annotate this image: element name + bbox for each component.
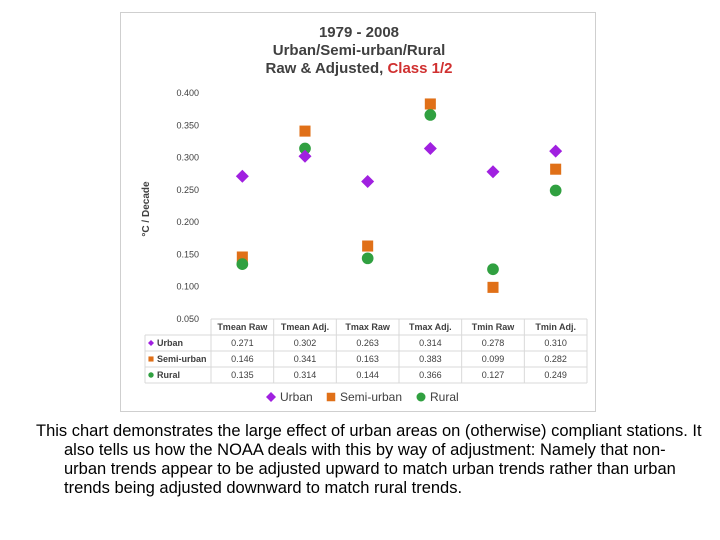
table-cell-value: 0.341	[294, 354, 317, 364]
data-point-semi-urban	[487, 281, 499, 293]
chart-title-line-2: Urban/Semi-urban/Rural	[273, 42, 446, 59]
table-row-label: Semi-urban	[157, 354, 207, 364]
table-cell-value: 0.144	[356, 370, 379, 380]
table-cell-value: 0.127	[482, 370, 505, 380]
table-cell-value: 0.163	[356, 354, 379, 364]
data-point-semi-urban	[550, 163, 562, 175]
category-header: Tmax Adj.	[409, 322, 452, 332]
chart-frame: 1979 - 2008 Urban/Semi-urban/Rural Raw &…	[120, 12, 596, 412]
category-header: Tmin Raw	[472, 322, 516, 332]
data-point-urban	[549, 144, 563, 158]
table-row-marker	[148, 356, 154, 362]
chart-title-line-1: 1979 - 2008	[319, 24, 399, 41]
data-markers	[235, 98, 563, 293]
y-tick-label: 0.350	[176, 120, 199, 130]
legend-label: Semi-urban	[340, 390, 402, 404]
data-table-headers: Tmean Raw Tmean Adj. Tmax Raw Tmax Adj. Tmin…	[217, 322, 576, 332]
chart-caption: This chart demonstrates the large effect…	[36, 422, 702, 497]
chart-legend: Urban Semi-urban Rural	[266, 390, 459, 404]
data-point-urban	[361, 174, 375, 188]
data-point-rural	[549, 184, 562, 197]
table-cell-value: 0.271	[231, 338, 254, 348]
data-point-rural	[299, 142, 311, 155]
category-header: Tmax Raw	[345, 322, 391, 332]
table-cell-value: 0.314	[294, 370, 317, 380]
data-table-rows: Urban 0.271 0.302 0.263 0.314 0.278 0.310 Semi-…	[148, 338, 567, 380]
legend-marker	[326, 392, 336, 402]
table-row-marker	[148, 372, 154, 378]
table-cell-value: 0.099	[482, 354, 505, 364]
data-point-rural	[236, 258, 249, 270]
scatter-chart: 1979 - 2008 Urban/Semi-urban/Rural Raw &…	[141, 24, 588, 404]
chart-title-line-3-prefix: Raw & Adjusted,	[265, 60, 387, 77]
legend-marker	[416, 392, 426, 402]
table-cell-value: 0.135	[231, 370, 254, 380]
table-cell-value: 0.310	[544, 338, 567, 348]
category-header: Tmean Adj.	[281, 322, 329, 332]
table-cell-value: 0.383	[419, 354, 442, 364]
y-tick-label: 0.150	[176, 249, 199, 259]
table-cell-value: 0.146	[231, 354, 254, 364]
y-tick-label: 0.050	[176, 314, 199, 324]
y-tick-label: 0.400	[176, 88, 199, 98]
data-point-semi-urban	[299, 125, 311, 137]
table-row-label: Rural	[157, 370, 180, 380]
data-point-semi-urban	[362, 240, 374, 252]
table-cell-value: 0.249	[544, 370, 567, 380]
y-axis-ticks: 0.400 0.350 0.300 0.250 0.200 0.150 0.100 0.050	[176, 88, 199, 324]
y-tick-label: 0.100	[176, 282, 199, 292]
table-cell-value: 0.278	[482, 338, 505, 348]
chart-title-line-3-accent: Class 1/2	[387, 60, 452, 77]
table-row-label: Urban	[157, 338, 183, 348]
table-cell-value: 0.314	[419, 338, 442, 348]
category-header: Tmean Raw	[217, 322, 268, 332]
y-tick-label: 0.200	[176, 217, 199, 227]
data-point-urban	[423, 142, 437, 156]
legend-marker	[266, 392, 276, 402]
data-point-rural	[361, 252, 374, 265]
table-cell-value: 0.302	[294, 338, 317, 348]
y-axis-title: °C / Decade	[141, 181, 152, 237]
table-cell-value: 0.282	[544, 354, 567, 364]
table-cell-value: 0.263	[356, 338, 379, 348]
category-header: Tmin Adj.	[535, 322, 576, 332]
table-row-marker	[148, 340, 154, 346]
data-point-urban	[298, 149, 312, 163]
data-point-rural	[487, 263, 499, 276]
data-table-grid	[144, 318, 588, 384]
data-point-urban	[235, 169, 249, 183]
legend-label: Urban	[280, 390, 313, 404]
data-point-semi-urban	[424, 98, 436, 110]
data-point-semi-urban	[236, 251, 248, 263]
legend-label: Rural	[430, 390, 459, 404]
data-point-urban	[486, 165, 500, 179]
y-tick-label: 0.250	[176, 185, 199, 195]
table-cell-value: 0.366	[419, 370, 442, 380]
y-tick-label: 0.300	[176, 153, 199, 163]
data-point-rural	[424, 109, 437, 121]
chart-title-line-3: Raw & Adjusted, Class 1/2	[265, 60, 452, 77]
